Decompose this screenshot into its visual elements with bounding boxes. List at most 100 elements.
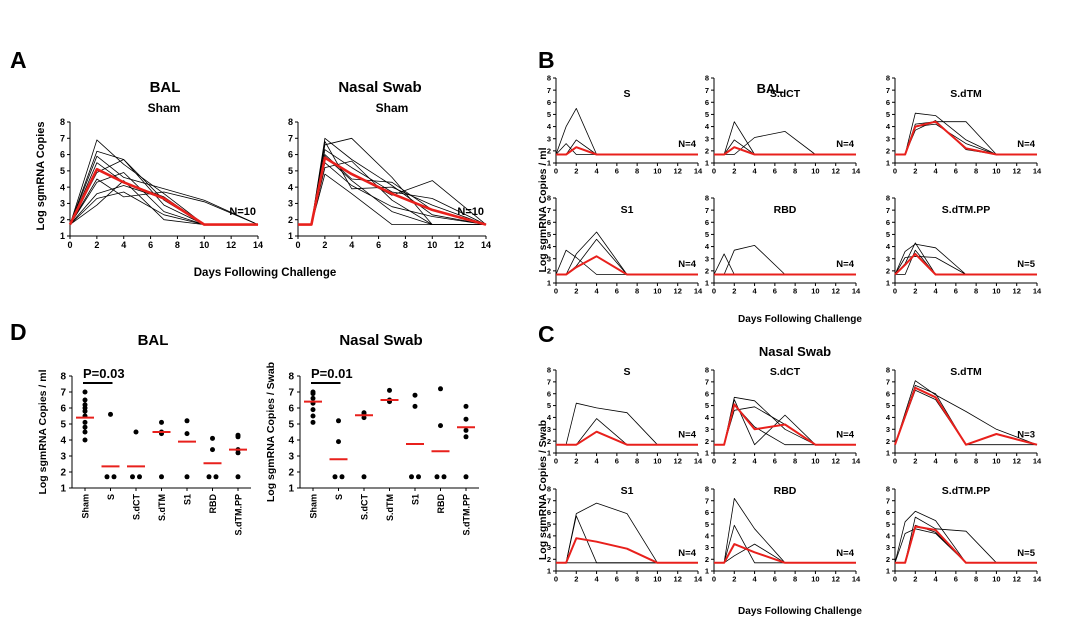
x-tick-label: 0 (554, 167, 558, 176)
data-point (336, 439, 341, 445)
individual-series-line (894, 255, 1037, 275)
y-tick-label: 6 (60, 404, 66, 415)
data-point (82, 408, 88, 414)
individual-series-line (714, 497, 856, 564)
x-tick-label: 6 (615, 167, 619, 176)
n-count-label: N=10 (229, 206, 256, 218)
x-tick-label: 12 (226, 240, 236, 250)
y-tick-label: 4 (547, 413, 552, 422)
n-count-label: N=3 (1017, 430, 1035, 441)
y-tick-label: 3 (547, 425, 551, 434)
x-tick-label: 14 (694, 575, 703, 584)
panel-b: BAL Log sgmRNA Copies / ml Days Followin… (537, 74, 1042, 325)
y-tick-label: 8 (547, 366, 551, 375)
chart-title: S.dCT (770, 366, 801, 378)
x-tick-label: 6 (773, 575, 777, 584)
y-tick-label: 2 (60, 468, 66, 479)
category-label: S.dTM (385, 494, 395, 521)
individual-series-line (714, 130, 856, 155)
y-tick-label: 8 (705, 366, 709, 375)
data-point (111, 474, 117, 480)
x-tick-label: 0 (712, 287, 716, 296)
y-tick-label: 1 (547, 159, 551, 168)
data-point (463, 403, 469, 409)
x-tick-label: 10 (811, 167, 819, 176)
y-tick-label: 3 (288, 452, 294, 463)
y-tick-label: 2 (547, 146, 551, 155)
y-tick-label: 1 (705, 159, 709, 168)
x-tick-label: 14 (852, 167, 861, 176)
data-point (310, 413, 316, 419)
y-tick-label: 8 (547, 74, 551, 83)
individual-series-line (556, 418, 698, 446)
data-point (210, 447, 215, 453)
individual-series-line (714, 121, 856, 155)
x-tick-label: 4 (594, 575, 599, 584)
category-label: S.dCT (360, 493, 370, 520)
individual-series-line (69, 178, 259, 225)
panel-letter-b: B (538, 47, 555, 73)
x-tick-label: 0 (554, 575, 558, 584)
chart-title: RBD (774, 204, 797, 216)
x-tick-label: 6 (376, 240, 381, 250)
dot-plot-1: Nasal Swab Log sgmRNA Copies / Swab 1 2 3 4 5 6… (265, 332, 479, 536)
y-tick-label: 6 (886, 218, 890, 227)
y-tick-label: 6 (705, 98, 709, 107)
n-count-label: N=4 (678, 259, 696, 270)
panel-letter-c: C (538, 321, 555, 347)
individual-series-line (895, 516, 1037, 564)
y-tick-label: 2 (288, 215, 293, 225)
data-point (184, 431, 190, 437)
n-count-label: N=4 (678, 430, 696, 441)
y-tick-label: 7 (547, 206, 551, 215)
x-tick-label: 4 (594, 287, 599, 296)
n-count-label: N=4 (836, 548, 854, 559)
y-tick-label: 7 (60, 133, 65, 143)
chart-title: S.dTM (950, 88, 982, 100)
data-point (104, 474, 110, 480)
y-tick-label: 1 (547, 567, 551, 576)
y-tick-label: 8 (547, 194, 551, 203)
y-tick-label: 6 (886, 98, 890, 107)
n-count-label: N=10 (457, 206, 484, 218)
y-tick-label: 3 (705, 543, 709, 552)
y-tick-label: 2 (886, 146, 890, 155)
y-tick-label: 2 (60, 215, 65, 225)
category-label: S.dTM.PP (462, 494, 472, 536)
category-label: S (106, 494, 116, 500)
category-label: S (334, 494, 344, 500)
x-tick-label: 14 (1033, 457, 1042, 466)
x-tick-label: 12 (832, 287, 840, 296)
y-tick-label: 5 (547, 230, 551, 239)
y-tick-label: 8 (60, 117, 65, 127)
mean-series-line (714, 543, 856, 564)
n-count-label: N=4 (836, 259, 854, 270)
x-tick-label: 14 (852, 287, 861, 296)
y-tick-label: 3 (60, 199, 65, 209)
x-tick-label: 12 (1013, 575, 1021, 584)
y-tick-label: 3 (547, 543, 551, 552)
data-point (159, 419, 164, 425)
x-tick-label: 6 (773, 167, 777, 176)
x-tick-label: 10 (811, 457, 819, 466)
x-tick-label: 0 (893, 167, 897, 176)
x-tick-label: 0 (712, 457, 716, 466)
n-count-label: N=4 (836, 139, 854, 150)
y-tick-label: 7 (886, 206, 890, 215)
x-tick-label: 8 (974, 167, 978, 176)
y-tick-label: 3 (886, 254, 890, 263)
y-tick-label: 8 (705, 74, 709, 83)
x-tick-label: 8 (974, 287, 978, 296)
panel-c-x-axis-label: Days Following Challenge (738, 606, 862, 617)
y-tick-label: 1 (886, 567, 890, 576)
x-tick-label: 8 (974, 457, 978, 466)
y-tick-label: 1 (288, 484, 294, 495)
data-point (409, 474, 414, 480)
x-tick-label: 12 (454, 240, 464, 250)
y-tick-label: 6 (60, 150, 65, 160)
panel-d: BAL Log sgmRNA Copies / ml 1 2 3 4 5 6 7 8 Sham S S.… (37, 332, 479, 536)
y-tick-label: 7 (886, 496, 890, 505)
